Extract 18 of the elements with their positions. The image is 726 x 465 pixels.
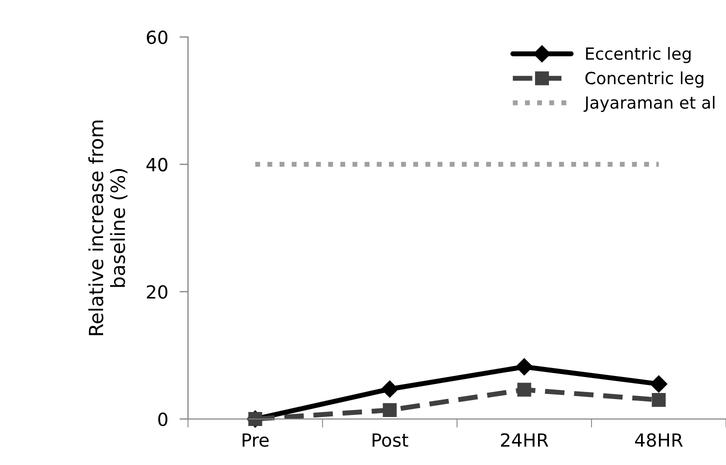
y-tick-label: 60: [146, 30, 168, 44]
y-axis-title: Relative increase from baseline (%): [88, 120, 128, 336]
point: [382, 403, 397, 418]
y-tick-label: 0: [158, 412, 168, 426]
point: [652, 392, 666, 407]
point: [516, 358, 533, 376]
x-tick-label: Pre: [242, 433, 269, 447]
legend-label: Eccentric leg: [586, 47, 691, 64]
y-tick-label: 20: [146, 285, 168, 299]
point: [381, 380, 398, 398]
x-tick-label: 24HR: [501, 433, 548, 447]
legend-label: Concentric leg: [585, 71, 704, 88]
point: [517, 382, 532, 397]
x-tick-label: Post: [372, 433, 408, 447]
x-tick-label: 48HR: [635, 433, 683, 447]
point: [650, 375, 668, 393]
y-tick-label: 40: [146, 158, 168, 172]
legend-label: Jayaraman et al: [584, 96, 714, 112]
